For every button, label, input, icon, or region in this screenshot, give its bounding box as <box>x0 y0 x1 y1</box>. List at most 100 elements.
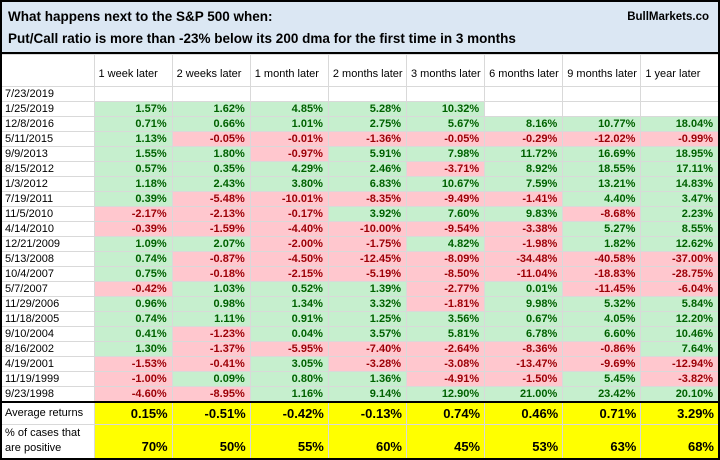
date-cell: 7/19/2011 <box>0 191 95 207</box>
percent-positive-row: % of cases that are positive 70% 50% 55% 60… <box>0 423 720 460</box>
return-cell: 2.46% <box>327 161 408 177</box>
date-cell: 12/8/2016 <box>0 116 95 132</box>
return-cell: 5.27% <box>562 221 642 237</box>
date-cell: 5/7/2007 <box>0 281 95 297</box>
return-cell: 3.05% <box>249 356 329 372</box>
percent-positive-cell: 50% <box>171 423 251 460</box>
return-cell: 16.69% <box>562 146 642 162</box>
return-cell: 1.57% <box>93 101 173 117</box>
return-cell: -13.47% <box>484 356 564 372</box>
return-cell: -3.82% <box>640 371 720 387</box>
return-cell: 21.00% <box>484 386 564 403</box>
return-cell: -0.05% <box>405 131 486 147</box>
return-cell: -5.95% <box>249 341 329 357</box>
return-cell: 3.80% <box>249 176 329 192</box>
return-cell: -0.01% <box>249 131 329 147</box>
return-cell: 0.91% <box>249 311 329 327</box>
percent-positive-cell: 53% <box>484 423 564 460</box>
percent-positive-cell: 60% <box>327 423 408 460</box>
return-cell: -1.37% <box>171 341 251 357</box>
date-cell: 1/3/2012 <box>0 176 95 192</box>
return-cell: 4.85% <box>249 101 329 117</box>
average-return-cell: -0.51% <box>171 401 251 425</box>
return-cell: -0.18% <box>171 266 251 282</box>
return-cell: -10.01% <box>249 191 329 207</box>
return-cell: 0.98% <box>171 296 251 312</box>
return-cell: 1.55% <box>93 146 173 162</box>
return-cell: -0.29% <box>484 131 564 147</box>
table-row: 1/25/2019 1.57% 1.62% 4.85% 5.28% 10.32% <box>0 101 720 117</box>
return-cell: 10.77% <box>562 116 642 132</box>
return-cell: 2.07% <box>171 236 251 252</box>
return-cell: 8.55% <box>640 221 720 237</box>
return-cell: -1.23% <box>171 326 251 342</box>
return-cell: -0.05% <box>171 131 251 147</box>
return-cell: -12.02% <box>562 131 642 147</box>
table-row: 10/4/2007 0.75% -0.18% -2.15% -5.19% -8.50% -1… <box>0 266 720 282</box>
return-cell: 1.11% <box>171 311 251 327</box>
date-cell: 1/25/2019 <box>0 101 95 117</box>
date-cell: 12/21/2009 <box>0 236 95 252</box>
return-cell: 6.83% <box>327 176 408 192</box>
return-cell: 0.57% <box>93 161 173 177</box>
return-cell: -11.45% <box>562 281 642 297</box>
return-cell: -12.94% <box>640 356 720 372</box>
return-cell: -40.58% <box>562 251 642 267</box>
percent-positive-cell: 45% <box>405 423 486 460</box>
date-cell: 9/9/2013 <box>0 146 95 162</box>
return-cell: -2.77% <box>405 281 486 297</box>
return-cell: -1.75% <box>327 236 408 252</box>
return-cell: -9.49% <box>405 191 486 207</box>
return-cell: -18.83% <box>562 266 642 282</box>
return-cell: -4.91% <box>405 371 486 387</box>
date-cell: 9/10/2004 <box>0 326 95 342</box>
return-cell <box>562 101 642 117</box>
return-cell: 5.67% <box>405 116 486 132</box>
percent-positive-cell: 68% <box>640 423 720 460</box>
return-cell: 4.40% <box>562 191 642 207</box>
return-cell: 10.67% <box>405 176 486 192</box>
table-row: 12/8/2016 0.71% 0.66% 1.01% 2.75% 5.67% 8.16% 1… <box>0 116 720 132</box>
column-header-row: 1 week later 2 weeks later 1 month later 2 … <box>0 54 720 87</box>
return-cell: 5.28% <box>327 101 408 117</box>
return-cell: 1.39% <box>327 281 408 297</box>
return-cell: -34.48% <box>484 251 564 267</box>
return-cell <box>93 86 173 102</box>
return-cell: -8.36% <box>484 341 564 357</box>
return-cell: 1.25% <box>327 311 408 327</box>
table-row: 5/11/2015 1.13% -0.05% -0.01% -1.36% -0.05% -0… <box>0 131 720 147</box>
return-cell: 20.10% <box>640 386 720 403</box>
return-cell: 0.01% <box>484 281 564 297</box>
return-cell: 0.71% <box>93 116 173 132</box>
date-cell: 9/23/1998 <box>0 386 95 403</box>
return-cell: -5.19% <box>327 266 408 282</box>
average-return-cell: 0.46% <box>484 401 564 425</box>
return-cell: 5.84% <box>640 296 720 312</box>
table-row: 5/13/2008 0.74% -0.87% -4.50% -12.45% -8.09% -… <box>0 251 720 267</box>
title-line-2: Put/Call ratio is more than -23% below i… <box>8 31 516 47</box>
return-cell: 12.20% <box>640 311 720 327</box>
table-row: 5/7/2007 -0.42% 1.03% 0.52% 1.39% -2.77% 0.01%… <box>0 281 720 297</box>
return-cell: 1.16% <box>249 386 329 403</box>
return-cell: 1.80% <box>171 146 251 162</box>
return-cell <box>640 86 720 102</box>
return-cell: 14.83% <box>640 176 720 192</box>
return-cell: 0.41% <box>93 326 173 342</box>
return-cell: 18.04% <box>640 116 720 132</box>
return-cell: -4.50% <box>249 251 329 267</box>
return-cell: -8.68% <box>562 206 642 222</box>
return-cell: 12.62% <box>640 236 720 252</box>
return-cell: -0.97% <box>249 146 329 162</box>
date-cell: 11/29/2006 <box>0 296 95 312</box>
date-cell: 11/19/1999 <box>0 371 95 387</box>
date-cell: 4/19/2001 <box>0 356 95 372</box>
return-cell: 2.75% <box>327 116 408 132</box>
return-cell: -1.98% <box>484 236 564 252</box>
return-cell: 6.78% <box>484 326 564 342</box>
return-cell: 0.39% <box>93 191 173 207</box>
return-cell: 0.35% <box>171 161 251 177</box>
return-cell: -8.09% <box>405 251 486 267</box>
table-row: 11/18/2005 0.74% 1.11% 0.91% 1.25% 3.56% 0.67%… <box>0 311 720 327</box>
average-return-cell: -0.42% <box>249 401 329 425</box>
average-return-cell: -0.13% <box>327 401 408 425</box>
